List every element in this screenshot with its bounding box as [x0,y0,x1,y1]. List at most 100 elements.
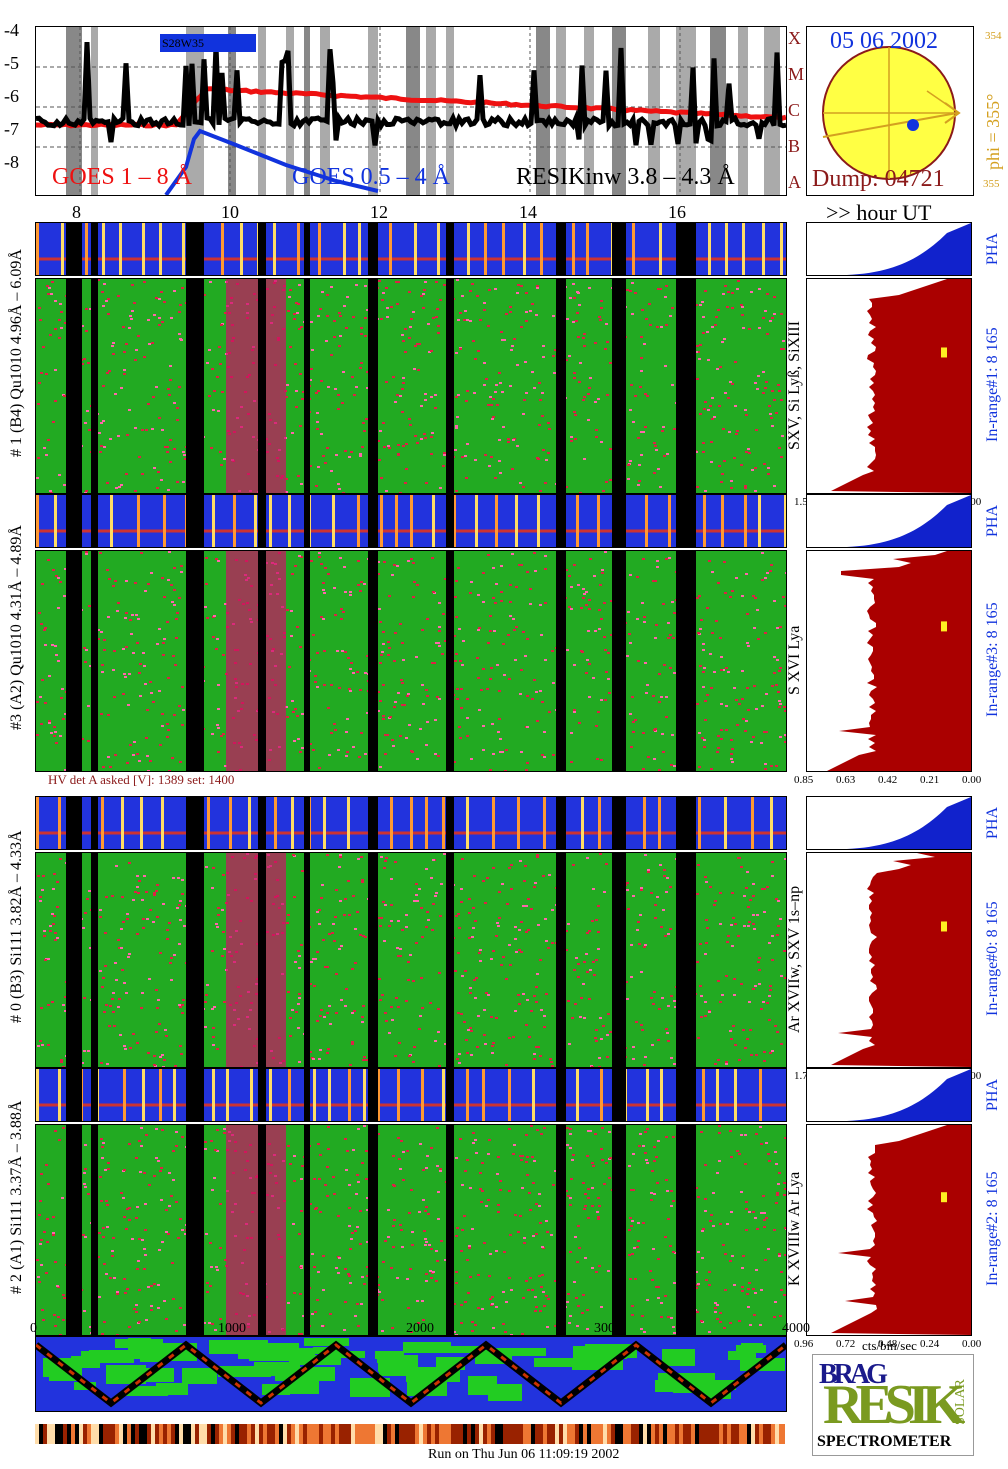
spectrum-pixel [636,618,639,620]
spectrum-pixel [779,1315,782,1317]
spectrum-pixel [63,595,66,597]
goes-ytick: -8 [4,152,19,172]
spectrum-pixel [338,948,341,950]
spectrum-pixel [724,592,727,594]
spectrum-pixel [56,906,59,908]
spectrum-pixel [424,281,427,283]
spectrum-pixel [360,581,363,583]
spectrum-pixel [536,1129,539,1131]
flare-location-dot [907,119,919,131]
spectrum-pixel [59,303,62,305]
spectrum-pixel [213,615,216,617]
gap-column [91,1069,98,1121]
spectrum-pixel [180,565,183,567]
spectrum-pixel [359,1210,362,1212]
spectrum-pixel [215,1266,218,1268]
spectrum-pixel [402,659,405,661]
spectrum-pixel [37,1045,40,1047]
spectrum-pixel [725,667,728,669]
strip-cell [603,1424,607,1444]
spectrum-pixel [487,325,490,327]
spectrum-pixel [99,970,102,972]
spectrum-pixel [521,1333,524,1335]
spectrum-pixel [168,1205,171,1207]
spectrum-pixel [746,613,749,615]
spectrum-pixel [668,557,671,559]
spectrum-pixel [150,1285,153,1287]
spectrum-pixel [763,911,766,913]
spectrum-pixel [544,555,547,557]
spectrum-pixel [782,348,785,350]
spectrum-pixel [702,316,705,318]
spectrum-pixel [476,295,479,297]
spectrum-pixel [381,651,384,653]
spectrum-pixel [717,582,720,584]
spectrum-pixel [432,317,435,319]
stripe-bar [318,223,321,275]
stripe-bar [721,495,724,547]
spectrum-pixel [334,916,337,918]
strip-cell [431,1424,435,1444]
spectrum-pixel [285,491,288,493]
spectrum-pixel [525,769,528,771]
spectrum-pixel [741,670,744,672]
spectrum-pixel [745,1229,748,1231]
strip-cell [403,1424,407,1444]
spectrum-pixel [84,1144,87,1146]
spectrum-pixel [769,985,772,987]
strip-cell [127,1424,131,1444]
spectrum-pixel [363,1283,366,1285]
spectrum-pixel [103,1011,106,1013]
spectrum-pixel [729,381,732,383]
spectrum-pixel [426,721,429,723]
spectrum-pixel [333,940,336,942]
spectrum-pixel [388,595,391,597]
goes-ytick: -6 [4,86,19,106]
spectrum-pixel [422,703,425,705]
spectrum-pixel [499,472,502,474]
spectrum-pixel [178,597,181,599]
flare-class-label: X [788,28,801,48]
spectrum-pixel [291,1009,294,1011]
gap-column [186,853,204,1067]
spectrum-pixel [87,362,90,364]
spectrum-pixel [463,1021,466,1023]
spectrum-pixel [64,1010,67,1012]
spectrum-pixel [534,1310,537,1312]
spectrum-pixel [360,1303,363,1305]
spectrum-pixel [136,933,139,935]
strip-cell [103,1424,107,1444]
spectrum-pixel [366,1209,369,1211]
spectrum-pixel [524,655,527,657]
spectrum-pixel [335,1267,338,1269]
strip-cell [139,1424,143,1444]
spectrum-pixel [501,883,504,885]
spectrum-pixel [427,1213,430,1215]
spectrum-pixel [730,753,733,755]
spectrum-pixel [652,1003,655,1005]
strip-cell [687,1424,691,1444]
spectrum-pixel [738,1320,741,1322]
spectrum-pixel [99,552,102,554]
spectrum-pixel [297,950,300,952]
spectrum-pixel [742,1029,745,1031]
spectrum-pixel [643,1331,646,1333]
spectrum-pixel [643,343,646,345]
spectrum-pixel [329,1313,332,1315]
spectrum-pixel [754,985,757,987]
line-id-label: K XVIIIw Ar Lya [786,1171,803,1287]
spectrum-pixel [181,1012,184,1014]
spectrum-pixel [386,316,389,318]
spectrum-pixel [592,961,595,963]
spectrum-pixel [353,1010,356,1012]
spectrum-pixel [748,1001,751,1003]
spectrum-pixel [658,701,661,703]
stripe-bar [702,1069,705,1121]
spectrum-pixel [642,431,645,433]
spectrum-pixel [167,489,170,491]
spectrum-pixel [316,652,319,654]
spectrum-pixel [672,1136,675,1138]
profile-xtick: 0.96 [794,1338,814,1350]
spectrum-pixel [543,1127,546,1129]
spectrum-pixel [351,376,354,378]
